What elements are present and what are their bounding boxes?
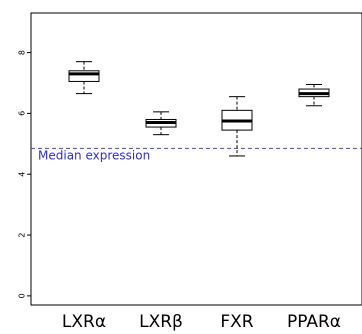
x-axis-labels: LXRα LXRβ FXR PPARα [62, 312, 341, 332]
y-tick-label: 2 [18, 232, 27, 237]
box-2 [145, 111, 177, 136]
boxes-group [68, 61, 330, 157]
x-category-label: FXR [220, 312, 253, 332]
x-category-label: PPARα [287, 312, 341, 332]
y-tick-label: 4 [18, 172, 27, 177]
y-tick-label: 6 [18, 111, 27, 116]
y-tick-label: 8 [18, 50, 27, 55]
reference-line-group: Median expression [31, 147, 362, 162]
x-category-label: LXRβ [139, 312, 183, 332]
y-axis: 0 2 4 6 8 [18, 50, 31, 298]
iqr-box [68, 70, 100, 82]
plot-frame [30, 12, 362, 306]
box-1 [68, 61, 100, 95]
y-tick-label: 0 [18, 293, 27, 298]
x-category-label: LXRα [62, 312, 106, 332]
median-expression-label: Median expression [38, 148, 150, 162]
box-4 [298, 83, 330, 107]
box-3 [221, 96, 253, 157]
